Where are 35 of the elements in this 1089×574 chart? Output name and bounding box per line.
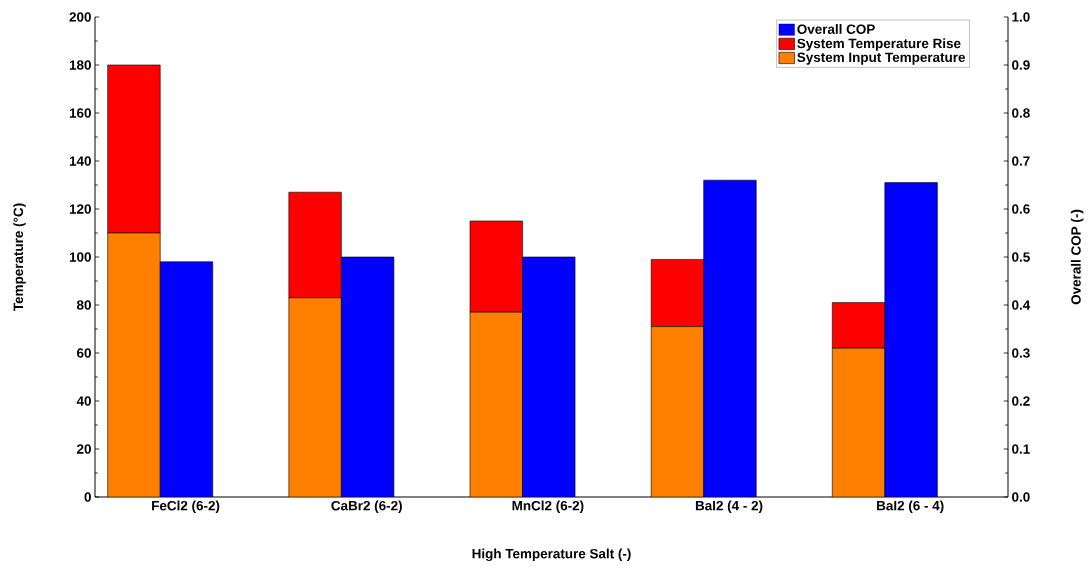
y2-tick-label: 0.6 bbox=[1012, 204, 1030, 214]
y-axis-title: Temperature (°C) bbox=[13, 203, 26, 311]
y-tick-label: 200 bbox=[69, 12, 91, 22]
legend-label: System Input Temperature bbox=[797, 52, 966, 65]
bar bbox=[650, 259, 704, 327]
y2-tick-label: 0.8 bbox=[1012, 108, 1030, 118]
y2-tick-label: 0.4 bbox=[1012, 300, 1031, 310]
x-tick-label: CaBr2 (6-2) bbox=[331, 500, 402, 514]
y-tick-label: 60 bbox=[77, 348, 91, 358]
y2-axis-title: Overall COP (-) bbox=[1070, 209, 1084, 305]
x-tick-label: FeCl2 (6-2) bbox=[152, 500, 220, 514]
y2-tick-label: 0.5 bbox=[1012, 252, 1030, 262]
y2-tick-label: 0.0 bbox=[1012, 492, 1030, 502]
y-tick-label: 140 bbox=[69, 156, 91, 166]
y-tick-label: 180 bbox=[69, 60, 91, 70]
bar bbox=[884, 182, 938, 497]
legend-label: Overall COP bbox=[797, 24, 875, 34]
y-tick-label: 80 bbox=[76, 300, 91, 310]
y-tick-label: 100 bbox=[69, 252, 91, 262]
y-tick-label: 120 bbox=[69, 204, 91, 214]
y-tick-label: 160 bbox=[69, 108, 91, 118]
y-tick-label: 40 bbox=[76, 396, 91, 406]
y2-tick-label: 1.0 bbox=[1012, 12, 1030, 22]
y2-tick-label: 0.2 bbox=[1012, 396, 1030, 406]
y2-tick-label: 0.1 bbox=[1012, 444, 1030, 454]
x-tick-label: BaI2 (4 - 2) bbox=[695, 500, 763, 514]
y-tick-label: 0 bbox=[84, 492, 91, 502]
y2-tick-label: 0.3 bbox=[1012, 348, 1030, 358]
legend-label: System Temperature Rise bbox=[797, 38, 961, 51]
x-axis-title: High Temperature Salt (-) bbox=[472, 548, 631, 562]
y2-tick-label: 0.7 bbox=[1012, 156, 1030, 166]
x-tick-label: MnCl2 (6-2) bbox=[512, 500, 584, 514]
y2-tick-label: 0.9 bbox=[1012, 60, 1030, 70]
y-tick-label: 20 bbox=[76, 444, 91, 454]
x-tick-label: BaI2 (6 - 4) bbox=[877, 500, 944, 514]
